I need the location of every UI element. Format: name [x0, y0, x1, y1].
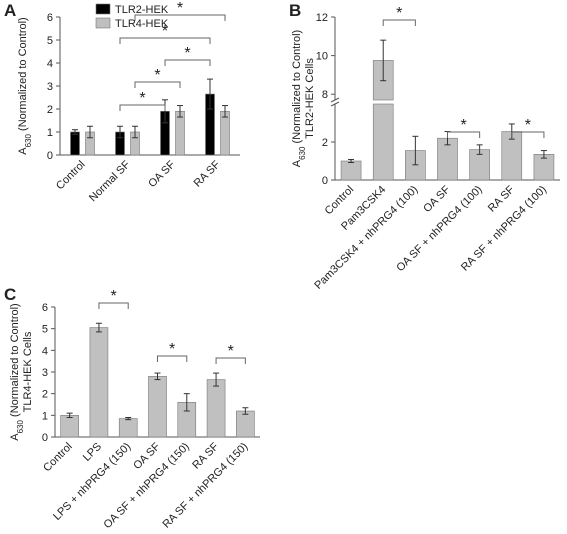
significance-bracket — [119, 104, 166, 111]
y-tick-label: 5 — [42, 324, 48, 336]
y-axis-label-part: A — [291, 159, 303, 167]
significance-label: * — [228, 343, 234, 360]
y-tick-label: 2 — [47, 104, 53, 116]
legend-label: TLR4-HEK — [115, 18, 169, 30]
significance-bracket — [382, 19, 416, 26]
y-axis-label-part: (Normalized to Control) — [17, 17, 29, 134]
y-axis-label-part: A — [17, 147, 29, 155]
significance-bracket — [98, 302, 129, 309]
bar — [220, 111, 230, 156]
y-axis-label: A630 (Normalized to Control) — [17, 17, 33, 154]
y-tick-label: 4 — [47, 58, 53, 70]
bar — [60, 415, 79, 438]
x-tick-label: RA SF — [486, 183, 517, 214]
y-axis-label: TLR2-HEK Cells — [304, 58, 316, 139]
legend-swatch — [95, 17, 111, 29]
significance-label: * — [139, 90, 145, 107]
y-axis-label-part: (Normalized to Control) — [9, 303, 21, 420]
x-tick-label: LPS — [81, 441, 104, 464]
y-tick-label: 6 — [42, 302, 48, 314]
y-tick-label: 12 — [316, 12, 328, 24]
y-tick-label: 5 — [47, 35, 53, 47]
panel-label: C — [4, 285, 16, 304]
significance-label: * — [184, 45, 190, 62]
significance-label: * — [177, 0, 183, 17]
significance-label: * — [154, 67, 160, 84]
bar — [118, 418, 138, 438]
y-tick-label: 8 — [322, 89, 328, 101]
y-axis-label-part: 630 — [298, 146, 307, 160]
y-axis-label: A630 (Normalized to Control) — [9, 303, 25, 440]
y-tick-label: 6 — [47, 12, 53, 24]
x-tick-label: Normal SF — [87, 158, 133, 204]
significance-bracket — [215, 357, 246, 364]
y-axis-label: TLR4-HEK Cells — [22, 331, 34, 412]
y-axis-label-part: (Normalized to Control) — [291, 30, 303, 147]
x-tick-label: RA SF — [192, 158, 223, 189]
y-tick-label: 0 — [47, 150, 53, 162]
y-axis-label-part: 630 — [16, 419, 25, 433]
significance-bracket — [164, 59, 211, 66]
y-tick-label: 4 — [42, 345, 48, 357]
y-tick-label: 1 — [47, 127, 53, 139]
bar — [372, 103, 394, 181]
panel-label: B — [289, 1, 301, 20]
bar — [89, 327, 109, 438]
y-axis-label-part: A — [9, 433, 21, 441]
legend-label: TLR2-HEK — [115, 4, 169, 16]
y-tick-label: 1 — [42, 410, 48, 422]
significance-label: * — [396, 5, 402, 22]
y-tick-label: 3 — [47, 81, 53, 93]
x-tick-label: OA SF — [146, 158, 178, 190]
significance-bracket — [134, 81, 181, 88]
significance-label: * — [162, 23, 168, 40]
bar — [340, 160, 362, 181]
bar — [148, 376, 167, 438]
y-tick-label: 10 — [316, 51, 328, 63]
bar — [70, 131, 80, 156]
bar — [236, 410, 255, 438]
panel-label: A — [4, 1, 16, 20]
significance-bracket — [157, 355, 188, 362]
significance-bracket — [447, 131, 481, 138]
y-tick-label: 0 — [322, 175, 328, 187]
axis-break — [330, 97, 340, 103]
y-tick-label: 0 — [42, 432, 48, 444]
significance-label: * — [525, 117, 531, 134]
y-axis-label-part: 630 — [24, 133, 33, 147]
y-tick-label: 2 — [42, 389, 48, 401]
y-tick-label: 2 — [322, 137, 328, 149]
x-tick-label: Control — [54, 159, 88, 193]
significance-label: * — [460, 117, 466, 134]
significance-bracket — [134, 14, 226, 21]
y-tick-label: 3 — [42, 367, 48, 379]
y-axis-label: A630 (Normalized to Control) — [291, 30, 307, 167]
significance-bracket — [511, 131, 545, 138]
x-tick-label: OA SF — [421, 183, 453, 215]
significance-label: * — [169, 341, 175, 358]
axis-break — [330, 101, 340, 107]
x-tick-label: Control — [41, 441, 75, 475]
legend-swatch — [95, 3, 111, 15]
bar — [175, 111, 185, 156]
significance-bracket — [119, 37, 211, 44]
bar — [206, 379, 226, 438]
significance-label: * — [110, 288, 116, 305]
